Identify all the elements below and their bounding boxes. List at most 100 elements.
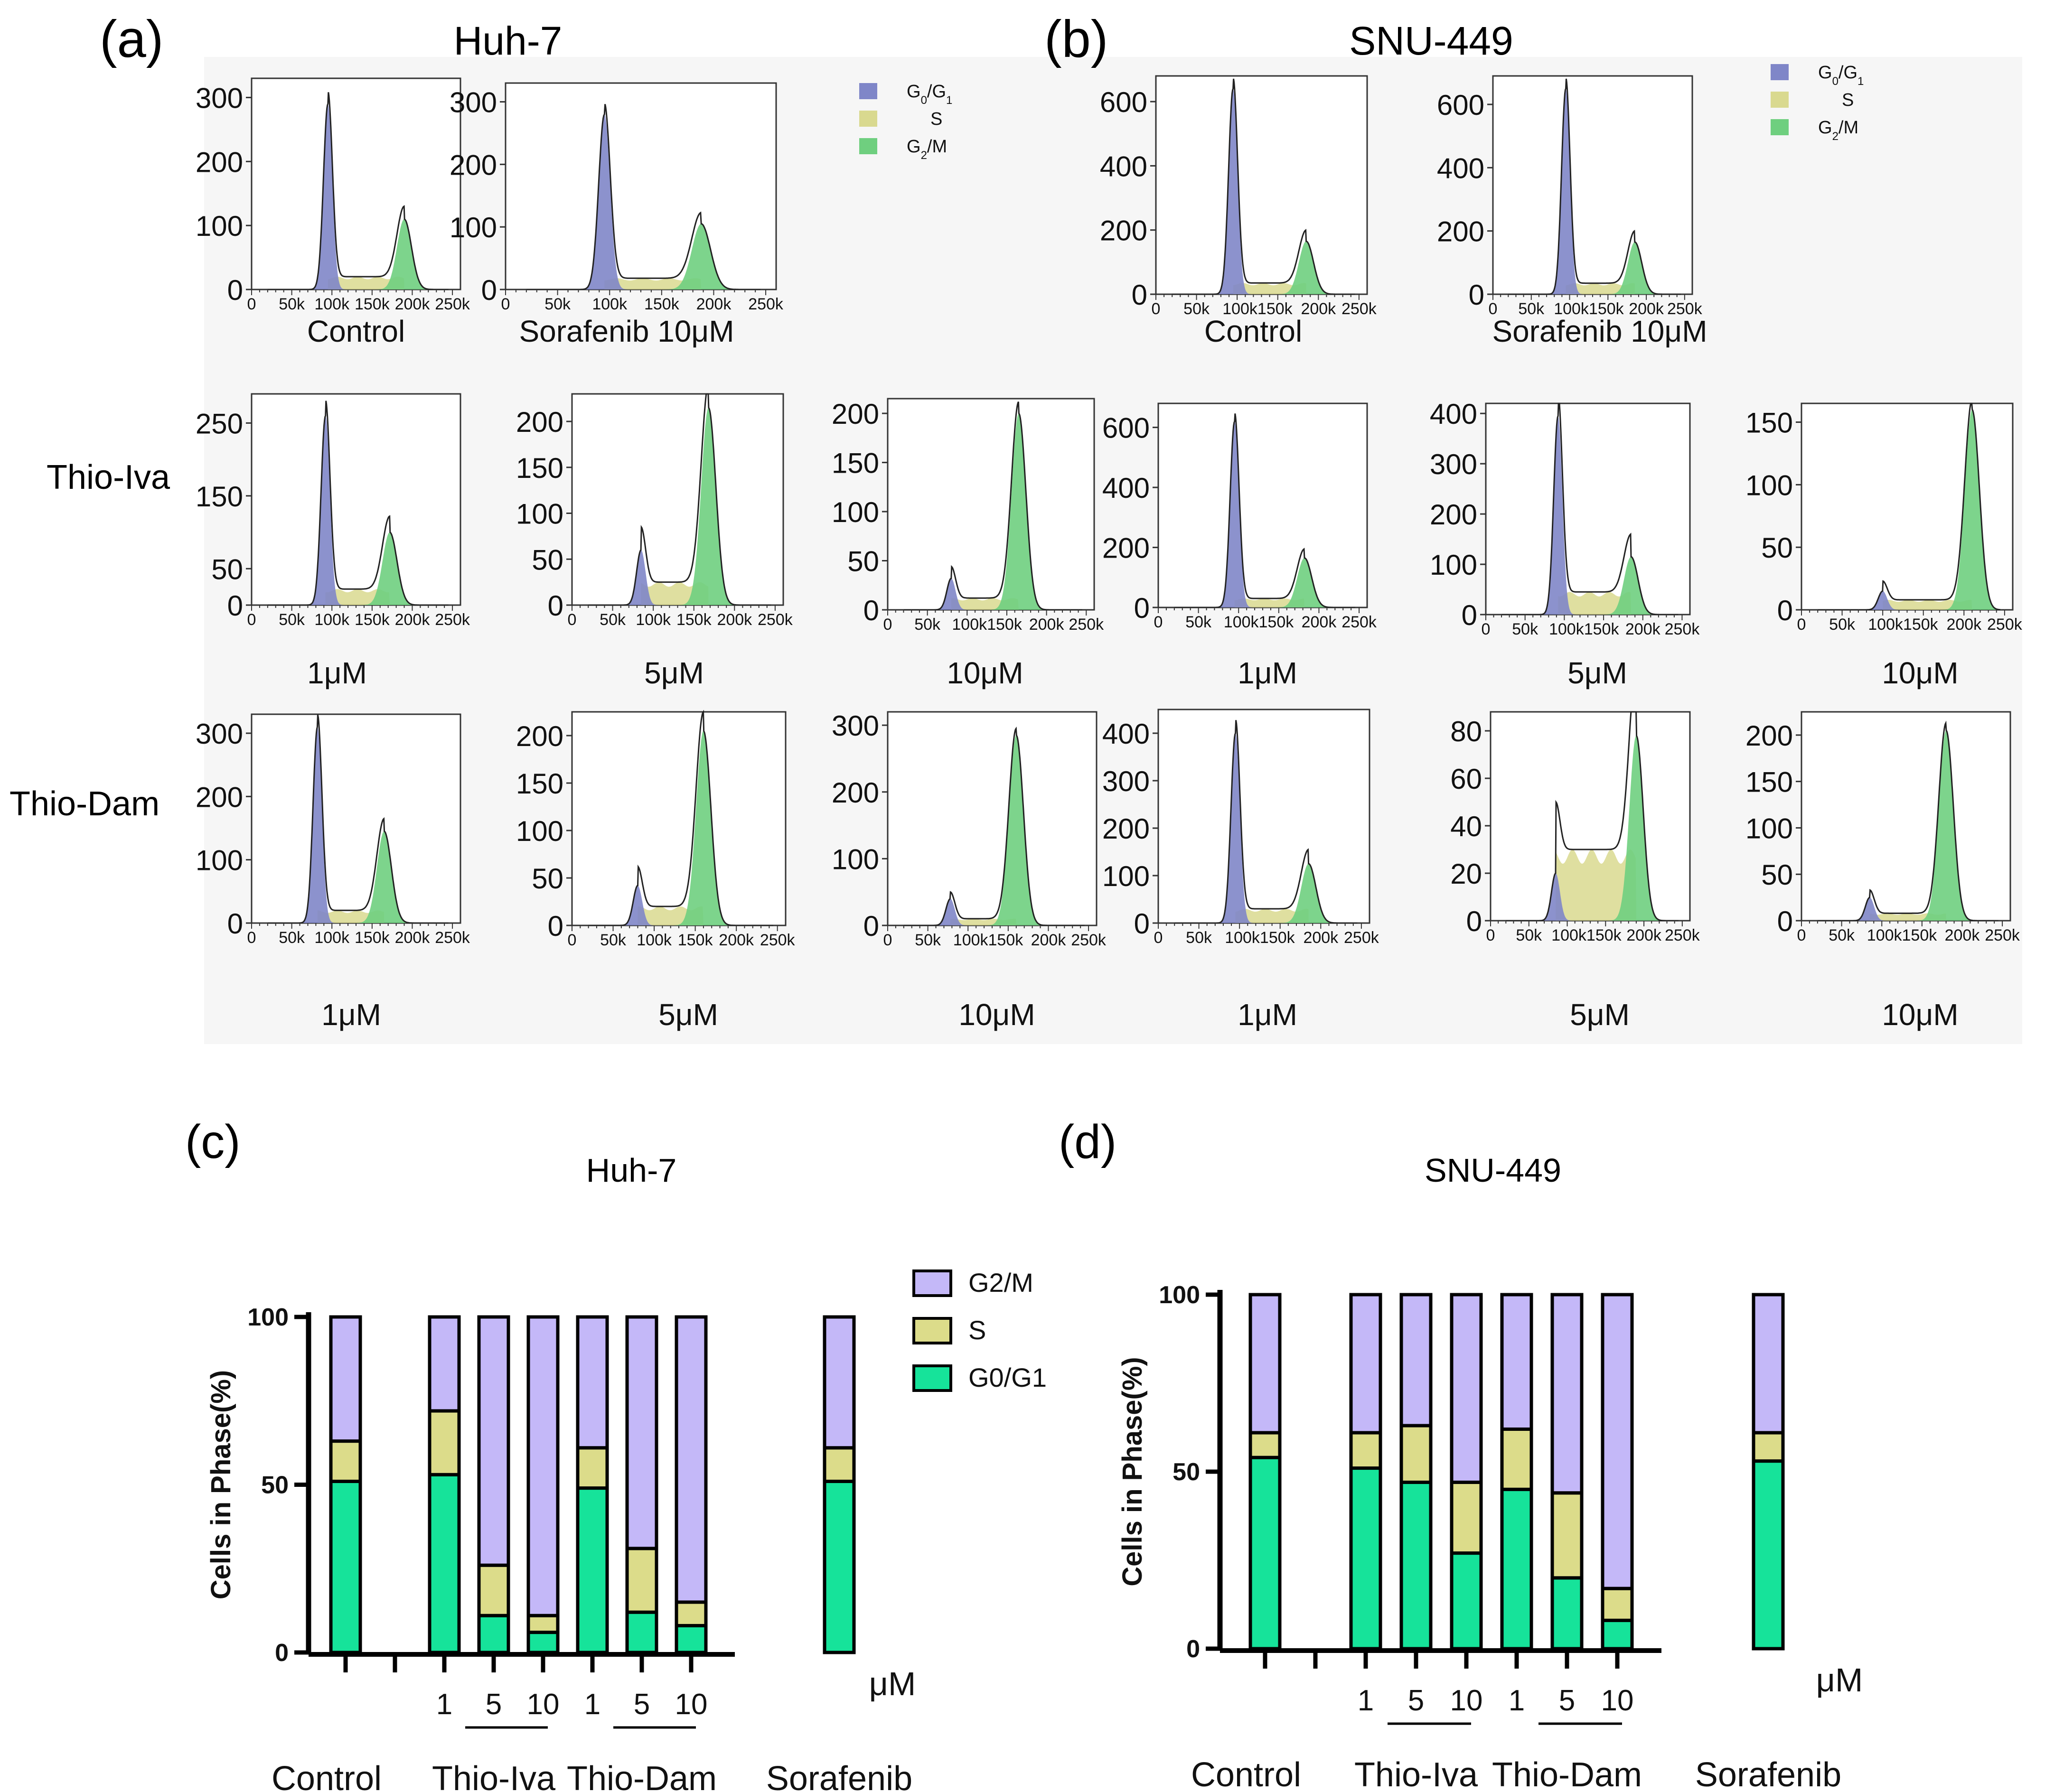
g2m-peak [990, 413, 1048, 610]
legend-text-part: S [930, 109, 942, 129]
histogram-a-iva-5: 0 50 100 150 200 0 50k 100k 150k 200k 250k 5μM [516, 393, 793, 690]
x-tick-label: 250k [435, 295, 470, 313]
x-tick-label: 200k [1302, 613, 1337, 631]
x-tick-label: 50k [279, 611, 305, 629]
x-tick-label: 100k [592, 295, 628, 313]
condition-label: 1μM [1238, 998, 1297, 1032]
bar-g2m-6 [1601, 1293, 1634, 1590]
concentration-label: 1 [1509, 1684, 1525, 1717]
row-label-thio-dam: Thio-Dam [9, 785, 159, 823]
g2m-peak [987, 735, 1045, 925]
y-tick-label: 0 [548, 590, 563, 622]
y-tick-label: 300 [196, 82, 243, 114]
legend-text-part: 2 [1832, 130, 1839, 143]
x-tick-label: 50k [544, 295, 571, 313]
x-tick-label: 100k [314, 611, 350, 629]
y-tick-label: 400 [1102, 718, 1150, 750]
x-tick-label: 250k [1987, 616, 2023, 634]
bar-g0g1-1 [1349, 1466, 1382, 1651]
bar-s-1 [1349, 1431, 1382, 1470]
concentration-label: 10 [1450, 1684, 1483, 1717]
histogram-envelope [1508, 78, 1681, 295]
bar-legend-swatch-2 [912, 1364, 952, 1392]
x-tick-label: 100k150k [1549, 620, 1619, 638]
histogram-frame [571, 711, 787, 926]
x-tick-label: 0 [247, 295, 256, 313]
histogram-envelope [526, 104, 761, 290]
g0g1-peak [1852, 897, 1888, 921]
x-tick-label: 0 [883, 931, 892, 949]
legend-text-part: /G [1839, 63, 1857, 83]
bar-g0g1-3 [526, 1631, 560, 1654]
x-tick-label: 100k150k [1868, 616, 1938, 634]
g2m-peak [679, 408, 738, 605]
x-tick-label: 100k150k [1867, 926, 1937, 944]
concentration-label: 10 [675, 1688, 708, 1721]
x-tick-label: 250k [1667, 300, 1703, 318]
y-tick-label: 0 [1132, 279, 1147, 311]
g0g1-peak [623, 550, 659, 605]
histogram-b-control: 0 200 400 600 0 50k 100k150k 200k 250k Control [1100, 75, 1377, 348]
y-tick-label: 100 [1745, 469, 1793, 501]
bar-s-7 [823, 1446, 856, 1483]
histogram-envelope [267, 714, 449, 924]
x-tick-label: 150k [678, 931, 713, 949]
bar-g0g1-6 [675, 1624, 708, 1654]
bar-s-4 [1500, 1427, 1533, 1491]
g2m-peak [1608, 736, 1664, 921]
y-tick-label: 50 [211, 553, 243, 585]
condition-label: Sorafenib 10μM [1492, 314, 1707, 348]
histogram-frame [1157, 402, 1368, 608]
y-tick-label: 0 [227, 590, 243, 622]
y-tick-label: 0 [481, 274, 497, 306]
histogram-frame [251, 393, 461, 606]
y-tick-label: 300 [450, 87, 497, 119]
y-tick-label: 250 [196, 408, 243, 439]
x-tick-label: 250k [1341, 613, 1377, 631]
x-tick-label: 250k [1344, 929, 1379, 947]
concentration-label: 5 [1559, 1684, 1575, 1717]
x-tick-label: 200k [1946, 616, 1982, 634]
bar-g0g1-0 [1248, 1456, 1282, 1651]
group-label: Thio-Dam [1492, 1756, 1642, 1792]
bar-g2m-4 [1500, 1293, 1533, 1431]
histogram-frame [887, 398, 1095, 611]
x-tick-label: 250k [1665, 926, 1700, 944]
condition-label: 10μM [1882, 656, 1958, 690]
x-tick-label: 50k [1186, 929, 1212, 947]
y-tick-label: 100 [832, 496, 879, 528]
concentration-label: 5 [486, 1688, 502, 1721]
legend-text-part: 1 [1857, 75, 1864, 88]
x-tick-label: 200k [1303, 929, 1339, 947]
bar-s-6 [1601, 1587, 1634, 1622]
panel-c-title: Huh-7 [586, 1152, 677, 1189]
g0g1-peak [308, 416, 343, 605]
g0g1-peak [1548, 89, 1583, 294]
x-tick-label: 200k [1629, 300, 1664, 318]
y-tick-label: 80 [1450, 716, 1482, 747]
x-tick-label: 50k [600, 931, 627, 949]
x-tick-label: 50k [1829, 616, 1856, 634]
concentration-label: 10 [527, 1688, 560, 1721]
histogram-envelope [1501, 402, 1679, 616]
y-tick-label: 150 [832, 448, 879, 479]
y-tick-label: 600 [1437, 89, 1484, 121]
y-tick-label: 100 [1745, 812, 1793, 844]
y-tick-label: 0 [1134, 908, 1150, 940]
bar-s-3 [1450, 1480, 1483, 1555]
condition-label: 1μM [1238, 656, 1297, 690]
x-tick-label: 50k [1516, 926, 1542, 944]
x-tick-label: 250k [748, 295, 784, 313]
x-tick-label: 50k [279, 929, 305, 947]
histogram-frame [1801, 711, 2011, 922]
bar-g0g1-5 [1550, 1576, 1584, 1651]
y-tick-label: 0 [1466, 905, 1482, 937]
histogram-b-sorafenib: 0 200 400 600 0 50k 100k150k 200k 250kSorafenib … [1437, 75, 1707, 348]
condition-label: 10μM [947, 656, 1023, 690]
y-tick-label: 40 [1450, 811, 1482, 842]
y-tick-label: 200 [1745, 720, 1793, 752]
y-tick-label: 150 [1745, 766, 1793, 798]
y-tick-label: 150 [1745, 407, 1793, 439]
histogram-a-iva-1: 0 50 150 250 0 50k 100k 150k 200k 250k 1μM [196, 393, 470, 690]
